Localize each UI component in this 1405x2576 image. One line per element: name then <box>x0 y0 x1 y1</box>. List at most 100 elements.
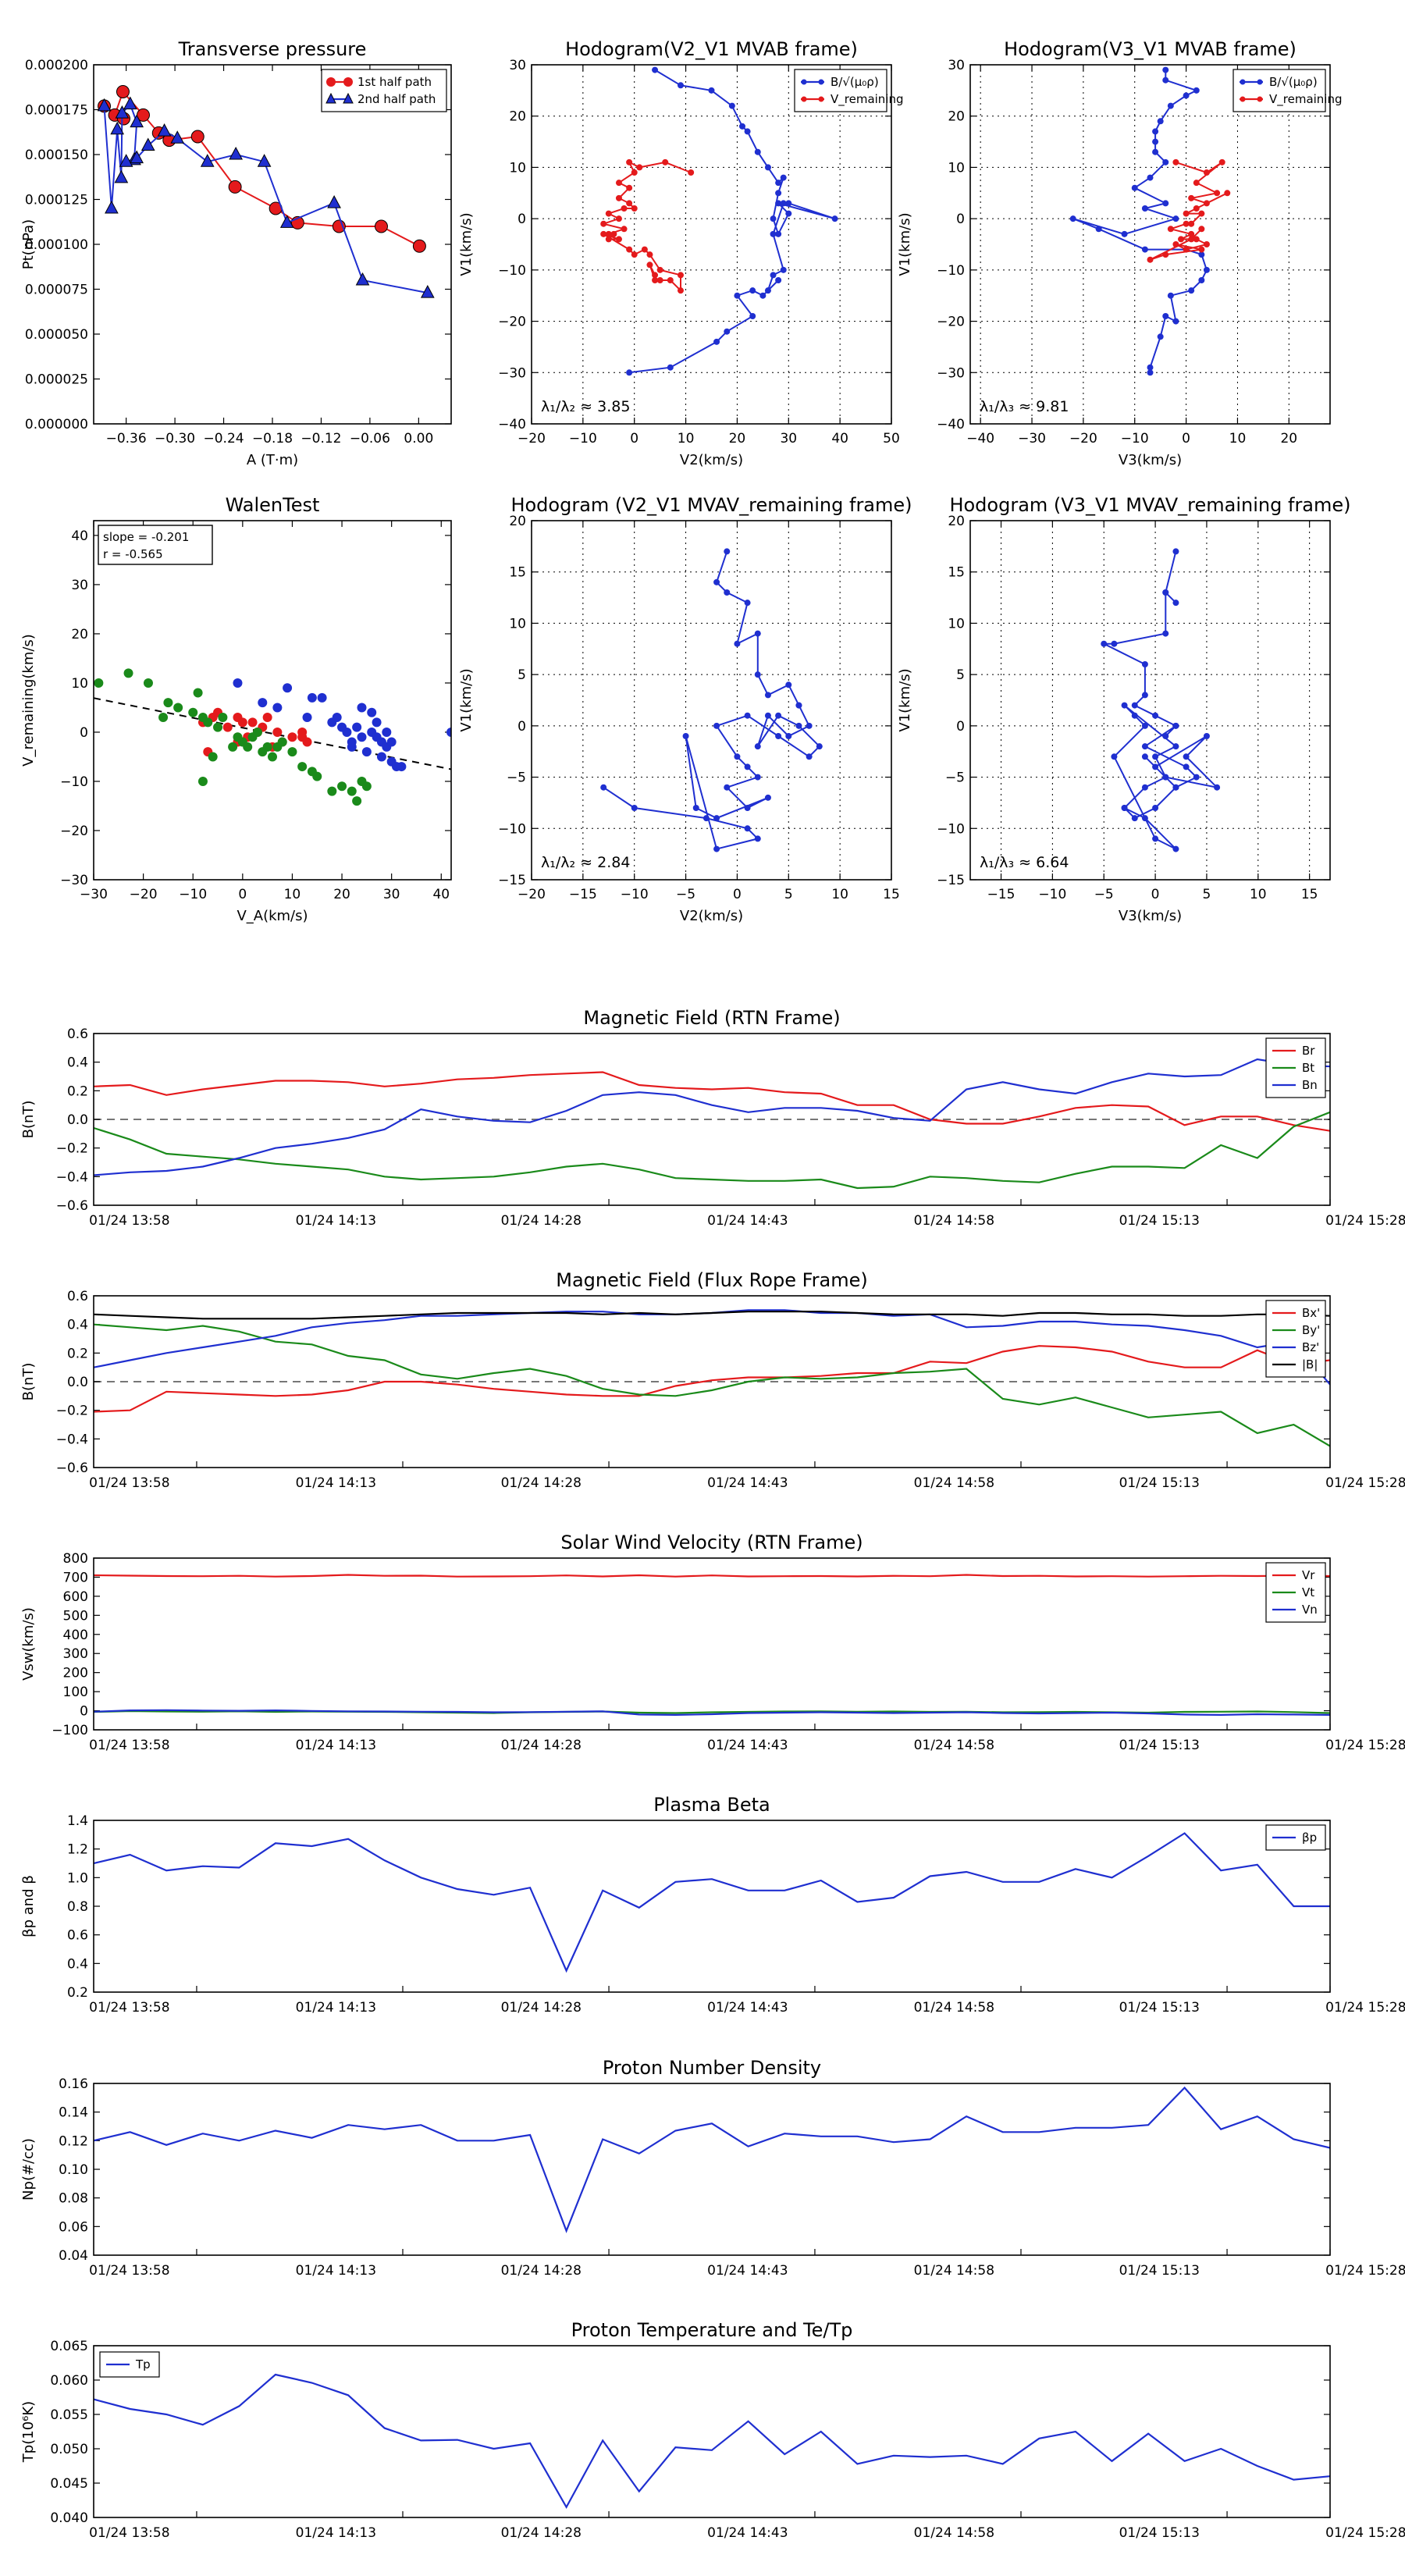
data-point <box>372 717 382 728</box>
x-tick-label: 01/24 14:43 <box>707 1475 788 1491</box>
slope-label: slope = -0.201 <box>103 530 189 544</box>
data-point <box>780 266 787 273</box>
y-tick-label: −5 <box>507 770 526 786</box>
data-point <box>386 737 397 747</box>
data-point <box>1152 712 1159 719</box>
y-tick-label: −0.6 <box>56 1198 88 1214</box>
data-point <box>605 236 612 243</box>
data-point <box>713 338 720 345</box>
data-point <box>268 752 277 762</box>
legend-marker <box>325 92 336 104</box>
data-point <box>1157 333 1164 340</box>
series-v-remaining <box>600 158 695 294</box>
x-tick-label: 0 <box>733 887 742 902</box>
x-tick-label: −10 <box>569 431 597 447</box>
x-tick-label: −0.06 <box>350 431 390 447</box>
x-tick-label: 5 <box>1203 887 1211 902</box>
data-point <box>337 781 347 792</box>
series-line-br <box>94 1071 1330 1132</box>
y-tick-label: 0.000025 <box>25 372 88 388</box>
x-tick-label: −20 <box>1069 431 1097 447</box>
data-point <box>262 742 272 752</box>
data-point <box>785 210 792 217</box>
series-line-bt <box>94 1111 1330 1190</box>
data-point <box>114 169 129 183</box>
data-point <box>631 805 638 811</box>
data-point <box>615 236 622 243</box>
y-tick-label: −20 <box>937 315 965 330</box>
legend-marker <box>801 96 807 102</box>
eigenvalue-ratio-label: λ₁/λ₂ ≈ 2.84 <box>541 854 630 871</box>
series-b <box>94 1311 1330 1320</box>
data-point <box>631 169 638 176</box>
data-point <box>157 123 172 137</box>
data-point <box>258 698 268 708</box>
data-point <box>1147 256 1154 263</box>
x-tick-label: −5 <box>676 887 695 902</box>
series-line-vr <box>94 1574 1330 1578</box>
data-point <box>1131 712 1138 719</box>
legend: B/√(μ₀ρ) V_remaining <box>1232 69 1343 112</box>
data-point <box>631 251 638 258</box>
data-point <box>252 727 262 737</box>
data-point <box>795 722 802 729</box>
legend-marker <box>801 79 807 85</box>
data-point <box>724 328 731 335</box>
data-point <box>775 230 782 237</box>
data-point <box>754 743 761 750</box>
data-point <box>1152 763 1159 770</box>
data-point <box>327 786 337 796</box>
data-point <box>1188 287 1195 294</box>
data-point <box>1162 76 1169 84</box>
data-point <box>1172 845 1179 852</box>
data-point <box>352 722 362 732</box>
data-point <box>744 805 751 811</box>
data-point <box>1172 784 1179 791</box>
data-point <box>621 226 628 233</box>
series-bn <box>94 1058 1330 1176</box>
data-point <box>724 548 731 555</box>
x-tick-label: 01/24 14:28 <box>501 1738 582 1753</box>
plot-area <box>600 66 838 376</box>
data-point <box>1162 66 1169 73</box>
data-point <box>626 158 633 165</box>
series-line-vn <box>94 1709 1330 1717</box>
x-tick-label: −0.24 <box>203 431 244 447</box>
data-point <box>272 703 283 713</box>
y-tick-label: 20 <box>509 109 526 125</box>
series-line-tp <box>94 2373 1330 2510</box>
data-point <box>785 681 792 688</box>
y-tick-label: 0.14 <box>59 2105 88 2121</box>
data-point <box>600 784 607 791</box>
data-point <box>662 158 669 165</box>
data-point <box>367 707 377 717</box>
y-tick-label: −10 <box>498 821 526 837</box>
data-point <box>376 752 386 762</box>
data-point <box>1095 226 1102 233</box>
data-point <box>626 246 633 253</box>
legend-label: Vt <box>1302 1585 1314 1599</box>
y-tick-label: 5 <box>518 667 526 683</box>
legend-label: B/√(μ₀ρ) <box>1269 75 1318 89</box>
data-point <box>1141 815 1148 822</box>
legend: B/√(μ₀ρ) V_remaining <box>794 69 904 112</box>
x-tick-label: −30 <box>80 887 108 902</box>
data-point <box>297 762 308 772</box>
data-point <box>327 195 341 208</box>
data-point <box>352 796 362 806</box>
proton-density-panel: Proton Number Density Np(#/cc) 0.04 0.06 0.0… <box>20 2057 1405 2279</box>
data-point <box>1172 318 1179 325</box>
data-point <box>1121 702 1128 709</box>
data-point <box>1167 102 1174 109</box>
plot-area <box>94 2373 1330 2510</box>
data-point <box>197 713 208 723</box>
y-tick-label: 300 <box>63 1646 88 1662</box>
y-tick-label: 0.000150 <box>25 148 88 163</box>
legend-marker <box>343 77 353 87</box>
data-point <box>806 753 813 760</box>
y-tick-label: 10 <box>948 616 965 632</box>
x-tick-label: 20 <box>729 431 746 447</box>
data-point <box>754 671 761 678</box>
chart-title: WalenTest <box>226 494 320 516</box>
data-point <box>1214 190 1221 197</box>
